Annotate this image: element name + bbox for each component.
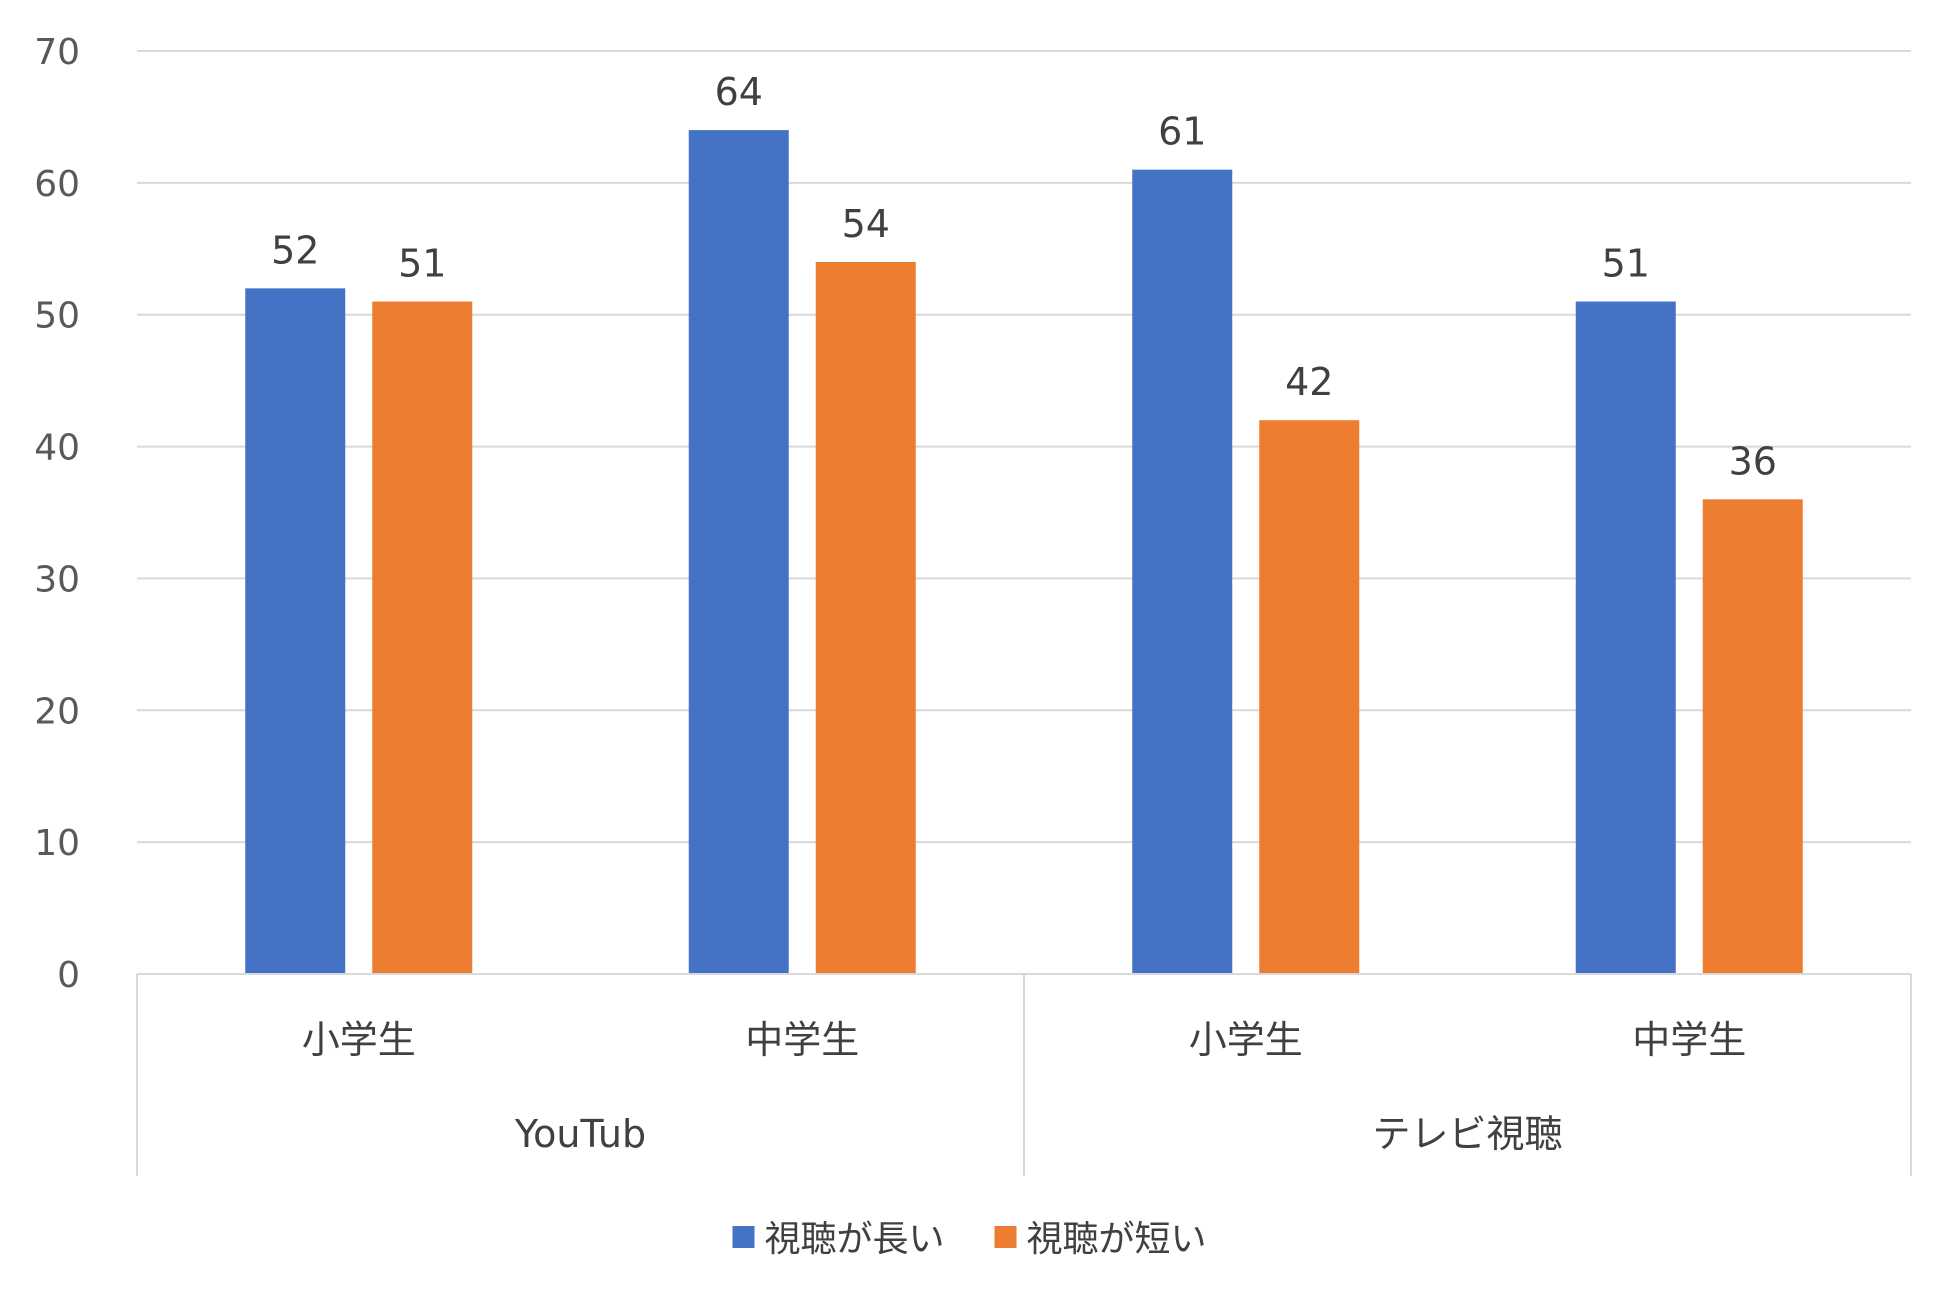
data-label: 52	[271, 228, 319, 272]
bars	[245, 130, 1803, 975]
y-tick-label: 10	[34, 823, 80, 864]
bar	[1259, 420, 1360, 974]
data-label: 51	[398, 242, 446, 286]
x-group-label: テレビ視聴	[1372, 1112, 1562, 1156]
y-tick-label: 60	[34, 164, 80, 205]
bar	[815, 261, 916, 974]
bar	[1702, 499, 1803, 974]
data-label: 42	[1285, 360, 1333, 404]
bar	[688, 130, 789, 975]
data-label: 54	[842, 202, 890, 246]
bar	[1575, 301, 1676, 974]
legend-label: 視聴が短い	[1027, 1219, 1207, 1260]
y-tick-label: 50	[34, 296, 80, 337]
data-label: 64	[715, 70, 763, 114]
legend-label: 視聴が長い	[765, 1219, 945, 1260]
bar	[372, 301, 473, 974]
legend: 視聴が長い 視聴が短い	[732, 1219, 1207, 1260]
y-tick-label: 0	[57, 955, 80, 996]
x-group-label: YouTub	[514, 1112, 646, 1156]
data-labels: 52 64 61 51 51 54 42 36	[271, 70, 1777, 483]
x-category-label: 中学生	[1632, 1018, 1746, 1062]
y-tick-label: 30	[34, 559, 80, 600]
data-label: 51	[1602, 242, 1650, 286]
y-tick-label: 70	[34, 32, 80, 73]
legend-swatch	[732, 1226, 755, 1248]
bar	[1132, 169, 1233, 974]
x-category-label: 中学生	[745, 1018, 859, 1062]
x-category-label: 小学生	[1189, 1018, 1303, 1062]
data-label: 61	[1158, 110, 1206, 154]
y-axis-tick-labels: 0 10 20 30 40 50 60 70	[34, 32, 80, 996]
legend-swatch	[994, 1226, 1017, 1248]
data-label: 36	[1729, 439, 1777, 483]
x-category-label: 小学生	[302, 1018, 416, 1062]
y-tick-label: 40	[34, 428, 80, 469]
y-tick-label: 20	[34, 691, 80, 732]
bar	[245, 288, 346, 974]
